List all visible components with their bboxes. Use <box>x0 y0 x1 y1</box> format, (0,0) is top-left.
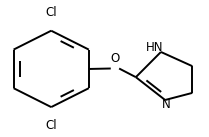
Text: Cl: Cl <box>45 6 57 19</box>
Text: HN: HN <box>146 41 163 54</box>
Text: Cl: Cl <box>45 119 57 132</box>
Text: N: N <box>162 98 171 111</box>
Text: O: O <box>110 52 120 65</box>
